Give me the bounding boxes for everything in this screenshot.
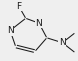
Text: N: N: [59, 38, 66, 47]
Text: N: N: [7, 26, 13, 35]
Text: F: F: [16, 2, 21, 11]
Text: N: N: [36, 19, 42, 28]
